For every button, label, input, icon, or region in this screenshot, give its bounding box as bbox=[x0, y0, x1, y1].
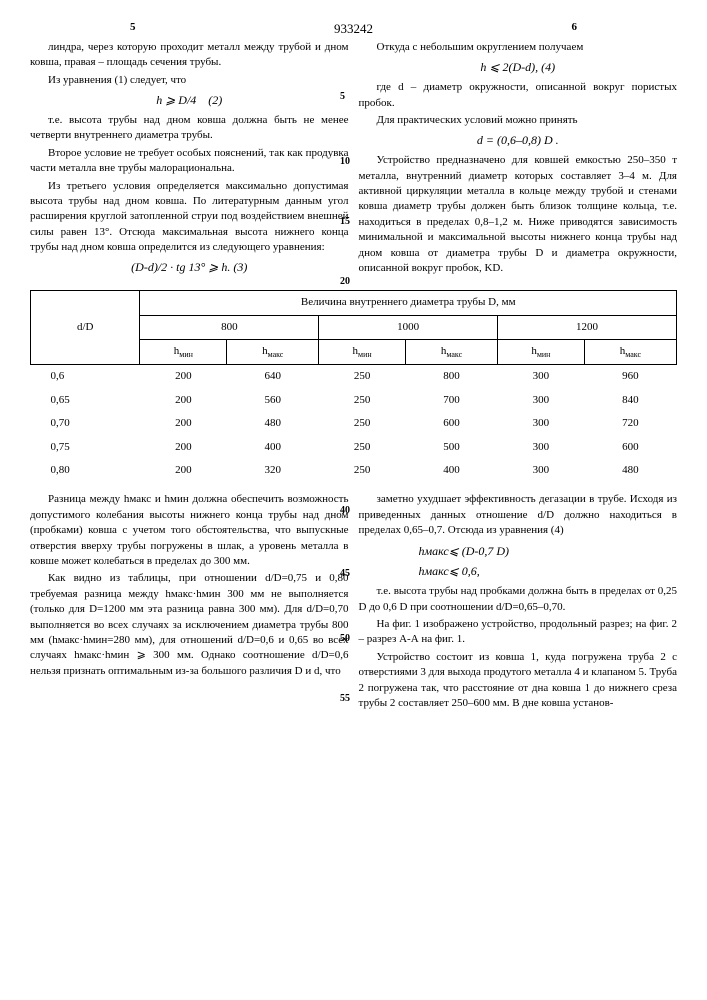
left-col-bot: Разница между hмакс и hмин должна обеспе… bbox=[30, 492, 349, 713]
paragraph: где d – диаметр окружности, описанной во… bbox=[359, 80, 678, 111]
page-num-right: 6 bbox=[572, 20, 578, 35]
line-num: 5 bbox=[340, 90, 345, 104]
table-subheader: hмакс bbox=[227, 340, 319, 365]
table-cell: 700 bbox=[406, 389, 498, 412]
table-cell-label: 0,75 bbox=[31, 436, 140, 459]
table-cell: 400 bbox=[227, 436, 319, 459]
line-num: 40 bbox=[340, 504, 350, 518]
table-cell: 840 bbox=[584, 389, 676, 412]
table-cell: 800 bbox=[406, 365, 498, 389]
table-subheader: hмакс bbox=[584, 340, 676, 365]
right-col-top: Откуда с небольшим округлением получаем … bbox=[359, 40, 678, 280]
table-subheader: hмакс bbox=[406, 340, 498, 365]
table-cell-label: 0,70 bbox=[31, 412, 140, 435]
table-cell: 480 bbox=[227, 412, 319, 435]
table-cell-label: 0,6 bbox=[31, 365, 140, 389]
table-cell: 250 bbox=[319, 436, 406, 459]
formula: hмакс⩽ 0,6, bbox=[359, 563, 678, 580]
table-cell: 400 bbox=[406, 459, 498, 482]
table-cell: 600 bbox=[584, 436, 676, 459]
line-num: 20 bbox=[340, 275, 350, 289]
table-cell: 480 bbox=[584, 459, 676, 482]
table-subheader: hмин bbox=[498, 340, 585, 365]
table-diameter: 800 bbox=[140, 315, 319, 339]
table-cell: 960 bbox=[584, 365, 676, 389]
paragraph: Как видно из таблицы, при отношении d/D=… bbox=[30, 571, 349, 679]
paragraph: т.е. высота трубы над дном ковша должна … bbox=[30, 113, 349, 144]
table-cell: 300 bbox=[498, 436, 585, 459]
table-row-header: d/D bbox=[31, 291, 140, 365]
table-cell: 500 bbox=[406, 436, 498, 459]
table-cell: 300 bbox=[498, 412, 585, 435]
paragraph: Устройство предназначено для ковшей емко… bbox=[359, 153, 678, 276]
right-col-bot: заметно ухудшает эффективность дегазации… bbox=[359, 492, 678, 713]
line-num: 55 bbox=[340, 692, 350, 706]
table-cell-label: 0,80 bbox=[31, 459, 140, 482]
data-table: d/D Величина внутреннего диаметра трубы … bbox=[30, 290, 677, 482]
table-row: 0,6200640250800300960 bbox=[31, 365, 677, 389]
page-header: 5 933242 6 bbox=[30, 20, 677, 40]
table-cell: 250 bbox=[319, 365, 406, 389]
table-cell: 560 bbox=[227, 389, 319, 412]
paragraph: заметно ухудшает эффективность дегазации… bbox=[359, 492, 678, 538]
table-diameter: 1200 bbox=[498, 315, 677, 339]
paragraph: Откуда с небольшим округлением получаем bbox=[359, 40, 678, 55]
table-cell: 640 bbox=[227, 365, 319, 389]
table-cell: 250 bbox=[319, 412, 406, 435]
formula: (D-d)/2 · tg 13° ⩾ h. (3) bbox=[30, 259, 349, 276]
table-diameter: 1000 bbox=[319, 315, 498, 339]
line-num: 45 bbox=[340, 567, 350, 581]
paragraph: На фиг. 1 изображено устройство, продоль… bbox=[359, 617, 678, 648]
table-cell: 200 bbox=[140, 412, 227, 435]
table-cell-label: 0,65 bbox=[31, 389, 140, 412]
table-cell: 200 bbox=[140, 365, 227, 389]
paragraph: Из уравнения (1) следует, что bbox=[30, 73, 349, 88]
table-cell: 300 bbox=[498, 365, 585, 389]
formula: d = (0,6–0,8) D . bbox=[359, 132, 678, 149]
formula: h ⩽ 2(D-d), (4) bbox=[359, 59, 678, 76]
table-cell: 200 bbox=[140, 436, 227, 459]
table-cell: 200 bbox=[140, 389, 227, 412]
line-num: 10 bbox=[340, 155, 350, 169]
table-cell: 250 bbox=[319, 459, 406, 482]
table-cell: 720 bbox=[584, 412, 676, 435]
bottom-columns: Разница между hмакс и hмин должна обеспе… bbox=[30, 492, 677, 713]
table-row: 0,70200480250600300720 bbox=[31, 412, 677, 435]
paragraph: Устройство состоит из ковша 1, куда погр… bbox=[359, 650, 678, 712]
table-subheader: hмин bbox=[140, 340, 227, 365]
formula: hмакс⩽ (D-0,7 D) bbox=[359, 543, 678, 560]
paragraph: Второе условие не требует особых пояснен… bbox=[30, 146, 349, 177]
table-subheader: hмин bbox=[319, 340, 406, 365]
page-num-left: 5 bbox=[130, 20, 136, 35]
table-row: 0,65200560250700300840 bbox=[31, 389, 677, 412]
table-title: Величина внутреннего диаметра трубы D, м… bbox=[140, 291, 677, 315]
table-cell: 200 bbox=[140, 459, 227, 482]
table-row: 0,80200320250400300480 bbox=[31, 459, 677, 482]
table-row: 0,75200400250500300600 bbox=[31, 436, 677, 459]
line-num: 50 bbox=[340, 632, 350, 646]
table-cell: 320 bbox=[227, 459, 319, 482]
paragraph: Из третьего условия определяется максима… bbox=[30, 179, 349, 256]
paragraph: Разница между hмакс и hмин должна обеспе… bbox=[30, 492, 349, 569]
doc-id: 933242 bbox=[334, 20, 373, 38]
table-cell: 600 bbox=[406, 412, 498, 435]
line-num: 15 bbox=[340, 215, 350, 229]
paragraph: т.е. высота трубы над пробками должна бы… bbox=[359, 584, 678, 615]
table-cell: 300 bbox=[498, 459, 585, 482]
table-cell: 300 bbox=[498, 389, 585, 412]
left-col-top: линдра, через которую проходит металл ме… bbox=[30, 40, 349, 280]
top-columns: линдра, через которую проходит металл ме… bbox=[30, 40, 677, 280]
paragraph: линдра, через которую проходит металл ме… bbox=[30, 40, 349, 71]
formula: h ⩾ D/4 (2) bbox=[30, 92, 349, 109]
paragraph: Для практических условий можно принять bbox=[359, 113, 678, 128]
table-cell: 250 bbox=[319, 389, 406, 412]
